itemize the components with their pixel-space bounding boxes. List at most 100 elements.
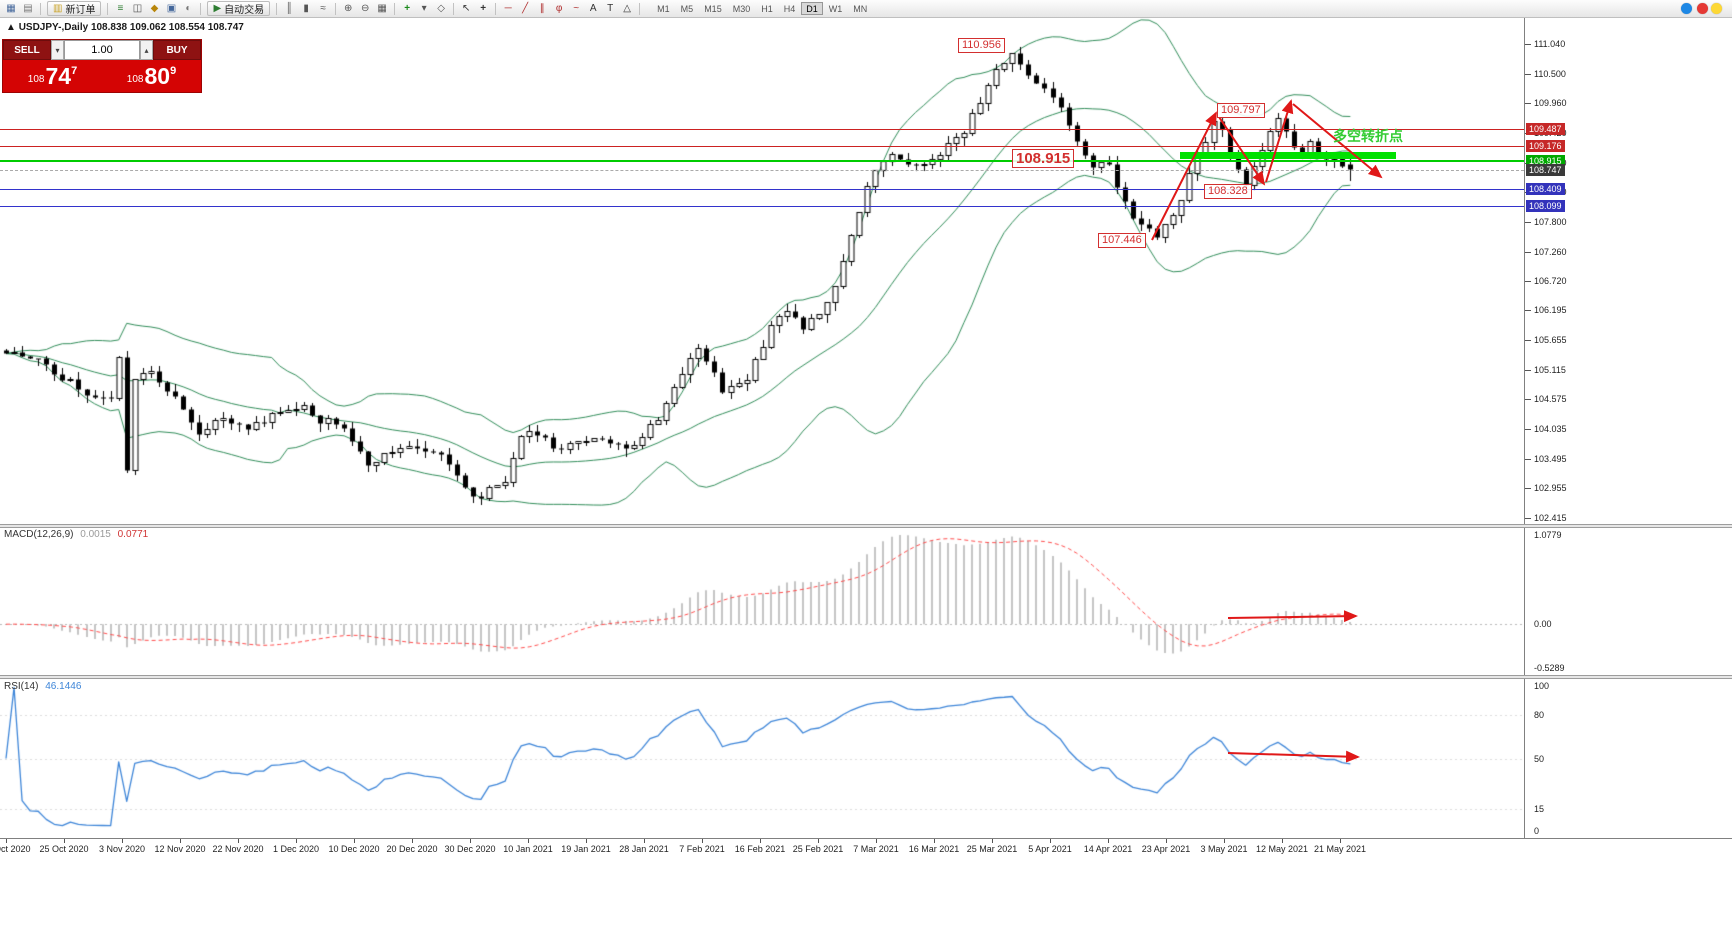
price-axis-label: 105.115	[1534, 364, 1566, 375]
date-axis-tick	[296, 839, 297, 843]
price-line-109.176[interactable]	[0, 146, 1524, 148]
crosshair-icon[interactable]: +	[480, 3, 487, 14]
price-line-109.487[interactable]	[0, 129, 1524, 131]
text-icon[interactable]: A	[589, 3, 597, 14]
sell-price-sup: 7	[71, 64, 78, 77]
date-axis-label: 16 Mar 2021	[908, 844, 960, 854]
timeframe-h1[interactable]: H1	[761, 4, 773, 14]
panel-separator[interactable]	[0, 524, 1732, 528]
channel-icon[interactable]: ∥	[539, 3, 545, 14]
zoom-out-icon[interactable]: ⊖	[360, 3, 370, 14]
date-axis-label: 15 Oct 2020	[0, 844, 31, 854]
price-axis[interactable]: 111.040110.500109.960109.420108.880108.3…	[1524, 18, 1732, 838]
timeframe-m15[interactable]: M15	[704, 4, 722, 14]
timeframe-w1[interactable]: W1	[828, 4, 843, 14]
timeframe-h4[interactable]: H4	[783, 4, 796, 14]
templates-icon[interactable]: ◇	[437, 3, 445, 14]
navigator-icon[interactable]: ◆	[150, 3, 159, 14]
price-annotation[interactable]: 108.915	[1012, 149, 1075, 168]
candlestick-chart-icon[interactable]: ▮	[303, 3, 309, 14]
data-window-icon[interactable]: ◫	[132, 3, 143, 14]
date-axis-label: 20 Dec 2020	[386, 844, 438, 854]
fibonacci-icon[interactable]: φ	[555, 3, 563, 14]
shapes-icon[interactable]: △	[623, 3, 631, 14]
periods-icon[interactable]: ▾	[421, 3, 427, 14]
autotrade-button[interactable]: ▶ 自动交易	[207, 1, 271, 16]
red-dot-badge[interactable]	[1697, 3, 1708, 14]
timeframe-mn[interactable]: MN	[853, 4, 868, 14]
price-axis-label: 106.195	[1534, 305, 1567, 316]
wave-icon[interactable]: ~	[573, 3, 580, 14]
indicators-icon[interactable]: +	[404, 3, 411, 14]
cursor-icon[interactable]: ↖	[461, 3, 471, 14]
sell-button[interactable]: SELL	[3, 40, 51, 60]
symbol-ohlc-text: USDJPY-,Daily 108.838 109.062 108.554 10…	[18, 22, 244, 33]
price-axis-tick	[1525, 458, 1531, 460]
text-label-icon[interactable]: T	[607, 3, 614, 14]
main-chart-canvas[interactable]	[0, 18, 1524, 524]
buy-price[interactable]: 108 80 9	[102, 60, 201, 92]
toolbar-separator	[394, 2, 396, 15]
trendline-icon[interactable]: ╱	[522, 3, 529, 14]
timeframe-m1[interactable]: M1	[657, 4, 670, 14]
price-line-108.915[interactable]	[0, 159, 1524, 162]
date-axis-label: 3 May 2021	[1200, 844, 1248, 854]
price-line-108.099[interactable]	[0, 205, 1524, 207]
profiles-icon[interactable]: ▤	[23, 3, 33, 14]
date-axis-tick	[6, 839, 7, 843]
horizontal-line-icon[interactable]: ─	[504, 3, 512, 14]
price-axis-label: 106.720	[1534, 276, 1567, 287]
macd-signal-value: 0.0771	[117, 529, 149, 540]
zoom-in-icon[interactable]: ⊕	[343, 3, 353, 14]
new-order-button[interactable]: ▥ 新订单	[47, 1, 102, 16]
timeframe-m5[interactable]: M5	[680, 4, 694, 14]
yellow-dot-badge[interactable]	[1711, 3, 1722, 14]
market-watch-icon[interactable]: ≡	[117, 3, 124, 14]
date-axis-label: 30 Dec 2020	[444, 844, 496, 854]
tile-windows-icon[interactable]: ▦	[377, 3, 387, 14]
date-axis-label: 25 Feb 2021	[792, 844, 844, 854]
support-zone-band[interactable]	[1180, 151, 1396, 159]
blue-dot-badge[interactable]	[1681, 3, 1692, 14]
price-annotation[interactable]: 108.328	[1204, 184, 1252, 199]
price-line-108.409[interactable]	[0, 188, 1524, 190]
date-axis-label: 19 Jan 2021	[561, 844, 611, 854]
price-badge: 109.487	[1526, 123, 1565, 136]
rsi-indicator-label: RSI(14) 46.1446	[4, 681, 81, 692]
volume-input[interactable]	[64, 40, 140, 60]
bar-chart-icon[interactable]: ║	[285, 3, 293, 14]
line-chart-icon[interactable]: ≈	[320, 3, 326, 14]
timeframe-m30[interactable]: M30	[732, 4, 751, 14]
price-annotation[interactable]: 107.446	[1098, 233, 1146, 248]
date-axis-tick	[586, 839, 587, 843]
date-axis[interactable]: 15 Oct 2020 25 Oct 2020 3 Nov 2020 12 Nov 2…	[0, 838, 1732, 855]
terminal-icon[interactable]: ▣	[166, 3, 177, 14]
price-badge: 109.176	[1526, 140, 1565, 153]
price-axis-tick	[1525, 103, 1531, 105]
turning-point-note[interactable]: 多空转折点	[1333, 128, 1403, 144]
price-annotation[interactable]: 110.956	[958, 38, 1005, 53]
date-axis-tick	[1108, 839, 1109, 843]
panel-separator[interactable]	[0, 675, 1732, 679]
toolbar-separator	[495, 2, 497, 15]
price-axis-tick	[1525, 73, 1531, 75]
buy-button[interactable]: BUY	[153, 40, 201, 60]
price-annotation[interactable]: 109.797	[1217, 103, 1265, 118]
date-axis-tick	[1282, 839, 1283, 843]
volume-decrease-button[interactable]: ▾	[51, 40, 64, 60]
price-axis-label: 107.260	[1534, 246, 1567, 257]
price-badge: 108.915	[1526, 154, 1565, 167]
volume-increase-button[interactable]: ▴	[140, 40, 153, 60]
macd-panel-canvas[interactable]	[0, 527, 1524, 675]
price-line-108.747[interactable]	[0, 170, 1524, 171]
new-chart-icon[interactable]: ▦	[6, 3, 16, 14]
timeframe-d1[interactable]: D1	[801, 2, 823, 15]
price-axis-label: 111.040	[1534, 39, 1566, 49]
price-axis-label: 104.035	[1534, 423, 1567, 434]
new-order-icon: ▥	[53, 3, 63, 14]
rsi-panel-canvas[interactable]	[0, 678, 1524, 836]
price-axis-label: 103.495	[1534, 453, 1567, 464]
strategy-tester-icon[interactable]: ◐	[185, 3, 192, 14]
sell-price[interactable]: 108 74 7	[3, 60, 102, 92]
